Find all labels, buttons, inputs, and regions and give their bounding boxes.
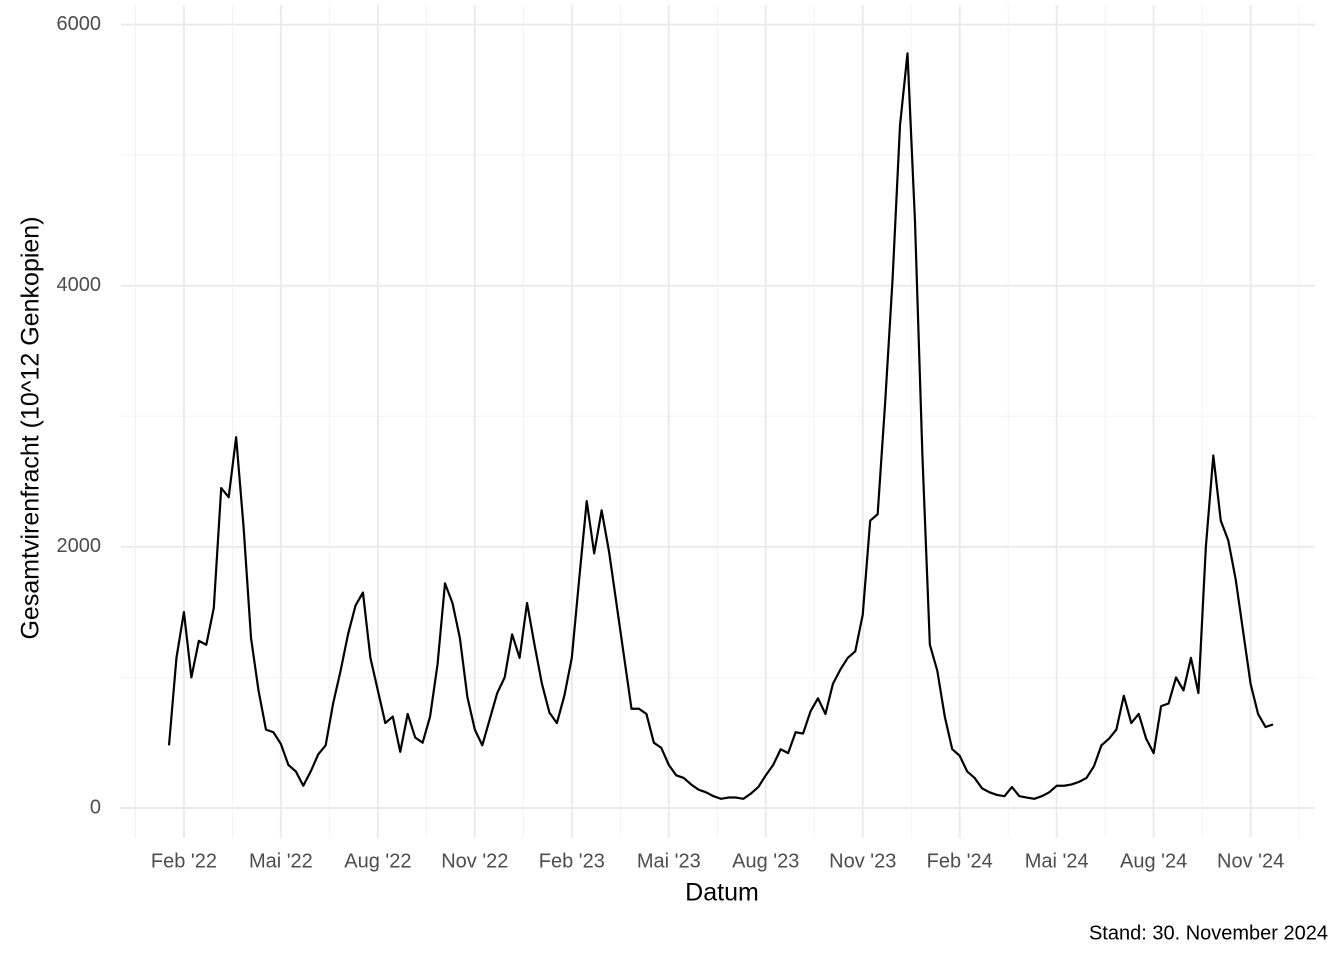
- x-tick-label: Mai '24: [1025, 850, 1089, 872]
- x-tick-label: Aug '23: [732, 850, 799, 872]
- x-tick-label: Feb '23: [539, 850, 605, 872]
- x-axis-title: Datum: [685, 879, 759, 907]
- grid: [121, 5, 1315, 838]
- y-axis-title: Gesamtvirenfracht (10^12 Genkopien): [17, 216, 45, 639]
- caption: Stand: 30. November 2024: [1089, 922, 1328, 944]
- x-tick-label: Mai '23: [637, 850, 701, 872]
- data-line: [167, 52, 1274, 800]
- y-tick-label: 4000: [57, 274, 102, 296]
- x-tick-label: Nov '24: [1217, 850, 1284, 872]
- y-tick-label: 2000: [57, 535, 102, 557]
- x-tick-label: Aug '24: [1120, 850, 1187, 872]
- x-tick-label: Feb '24: [927, 850, 993, 872]
- x-tick-label: Aug '22: [344, 850, 411, 872]
- x-tick-label: Nov '22: [441, 850, 508, 872]
- x-tick-label: Mai '22: [249, 850, 313, 872]
- x-tick-label: Feb '22: [151, 850, 217, 872]
- x-tick-label: Nov '23: [829, 850, 896, 872]
- y-tick-label: 0: [90, 796, 101, 818]
- y-tick-label: 6000: [57, 13, 102, 35]
